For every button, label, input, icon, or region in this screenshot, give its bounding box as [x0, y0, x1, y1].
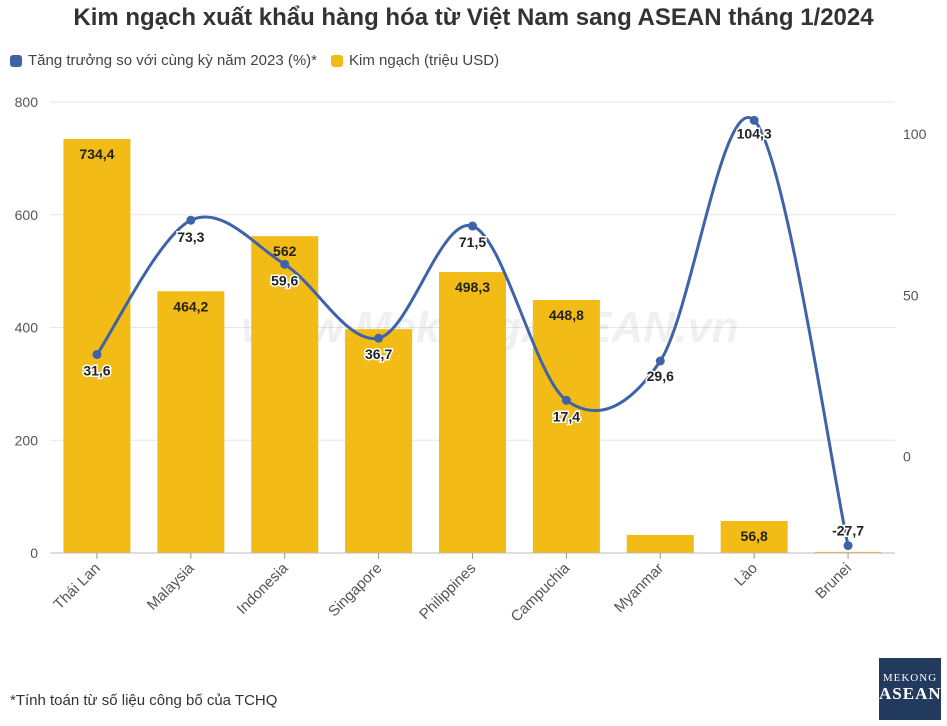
- chart-title: Kim ngạch xuất khẩu hàng hóa từ Việt Nam…: [73, 4, 874, 31]
- bar: [251, 236, 319, 554]
- bar: [63, 138, 131, 553]
- bar-data-label: 56,8: [741, 528, 768, 544]
- x-tick-label: Indonesia: [234, 559, 292, 617]
- line-data-label: 31,6: [83, 363, 110, 379]
- growth-point: [843, 541, 853, 551]
- y-left-tick-label: 0: [30, 545, 38, 561]
- bar-data-label: 734,4: [79, 146, 114, 162]
- legend-item-growth[interactable]: Tăng trưởng so với cùng kỳ năm 2023 (%)*: [10, 52, 317, 69]
- y-left-tick-label: 400: [15, 320, 39, 336]
- x-tick-label: Singapore: [325, 560, 385, 620]
- bar-data-label: 562: [273, 243, 297, 259]
- y-right-tick-label: 50: [903, 287, 919, 303]
- bar: [157, 291, 225, 553]
- line-data-label: -27,7: [832, 523, 864, 539]
- logo-line2: ASEAN: [879, 684, 942, 703]
- legend-swatch-value: [331, 54, 344, 67]
- legend-item-value[interactable]: Kim ngạch (triệu USD): [331, 52, 499, 69]
- growth-point: [374, 333, 384, 343]
- y-right-tick-label: 100: [903, 126, 927, 142]
- chart-legend: Tăng trưởng so với cùng kỳ năm 2023 (%)*…: [10, 52, 499, 69]
- logo-line1: MEKONG: [882, 672, 938, 684]
- x-tick-label: Thái Lan: [50, 560, 103, 613]
- growth-point: [186, 215, 196, 225]
- x-tick-label: Lào: [731, 560, 761, 590]
- bar: [532, 299, 600, 553]
- x-tick-label: Philippines: [416, 560, 479, 623]
- line-data-label: 59,6: [271, 272, 298, 288]
- line-data-label: 73,3: [177, 229, 204, 245]
- bar: [345, 329, 413, 553]
- line-data-label: 36,7: [365, 346, 392, 362]
- line-data-label: 71,5: [459, 234, 486, 250]
- x-tick-label: Malaysia: [144, 559, 198, 613]
- growth-point: [280, 259, 290, 269]
- y-left-tick-label: 800: [15, 94, 39, 110]
- growth-point: [92, 350, 102, 360]
- legend-label-growth: Tăng trưởng so với cùng kỳ năm 2023 (%)*: [28, 52, 318, 69]
- footnote: *Tính toán từ số liệu công bố của TCHQ: [10, 692, 278, 709]
- bar: [439, 272, 506, 553]
- line-data-label: 104,3: [737, 125, 772, 141]
- bar: [814, 551, 882, 553]
- legend-label-value: Kim ngạch (triệu USD): [349, 52, 500, 69]
- x-tick-label: Campuchia: [508, 559, 574, 625]
- mekong-asean-logo: MEKONG ASEAN: [879, 658, 941, 720]
- y-right-tick-label: 0: [903, 448, 911, 464]
- bar: [626, 534, 694, 553]
- legend-swatch-growth: [10, 54, 22, 67]
- line-data-label: 17,4: [553, 408, 580, 424]
- x-tick-label: Myanmar: [611, 560, 667, 616]
- bar: [720, 520, 788, 553]
- bar-data-label: 448,8: [549, 307, 584, 323]
- x-tick-label: Brunei: [812, 560, 855, 603]
- growth-point: [561, 395, 571, 405]
- growth-point: [468, 221, 477, 231]
- y-left-tick-label: 600: [15, 207, 39, 223]
- bar-data-label: 498,3: [455, 279, 490, 295]
- growth-point: [749, 115, 759, 125]
- growth-point: [655, 356, 665, 366]
- bar-data-label: 464,2: [173, 298, 208, 314]
- line-data-label: 29,6: [647, 368, 674, 384]
- y-left-tick-label: 200: [15, 432, 39, 448]
